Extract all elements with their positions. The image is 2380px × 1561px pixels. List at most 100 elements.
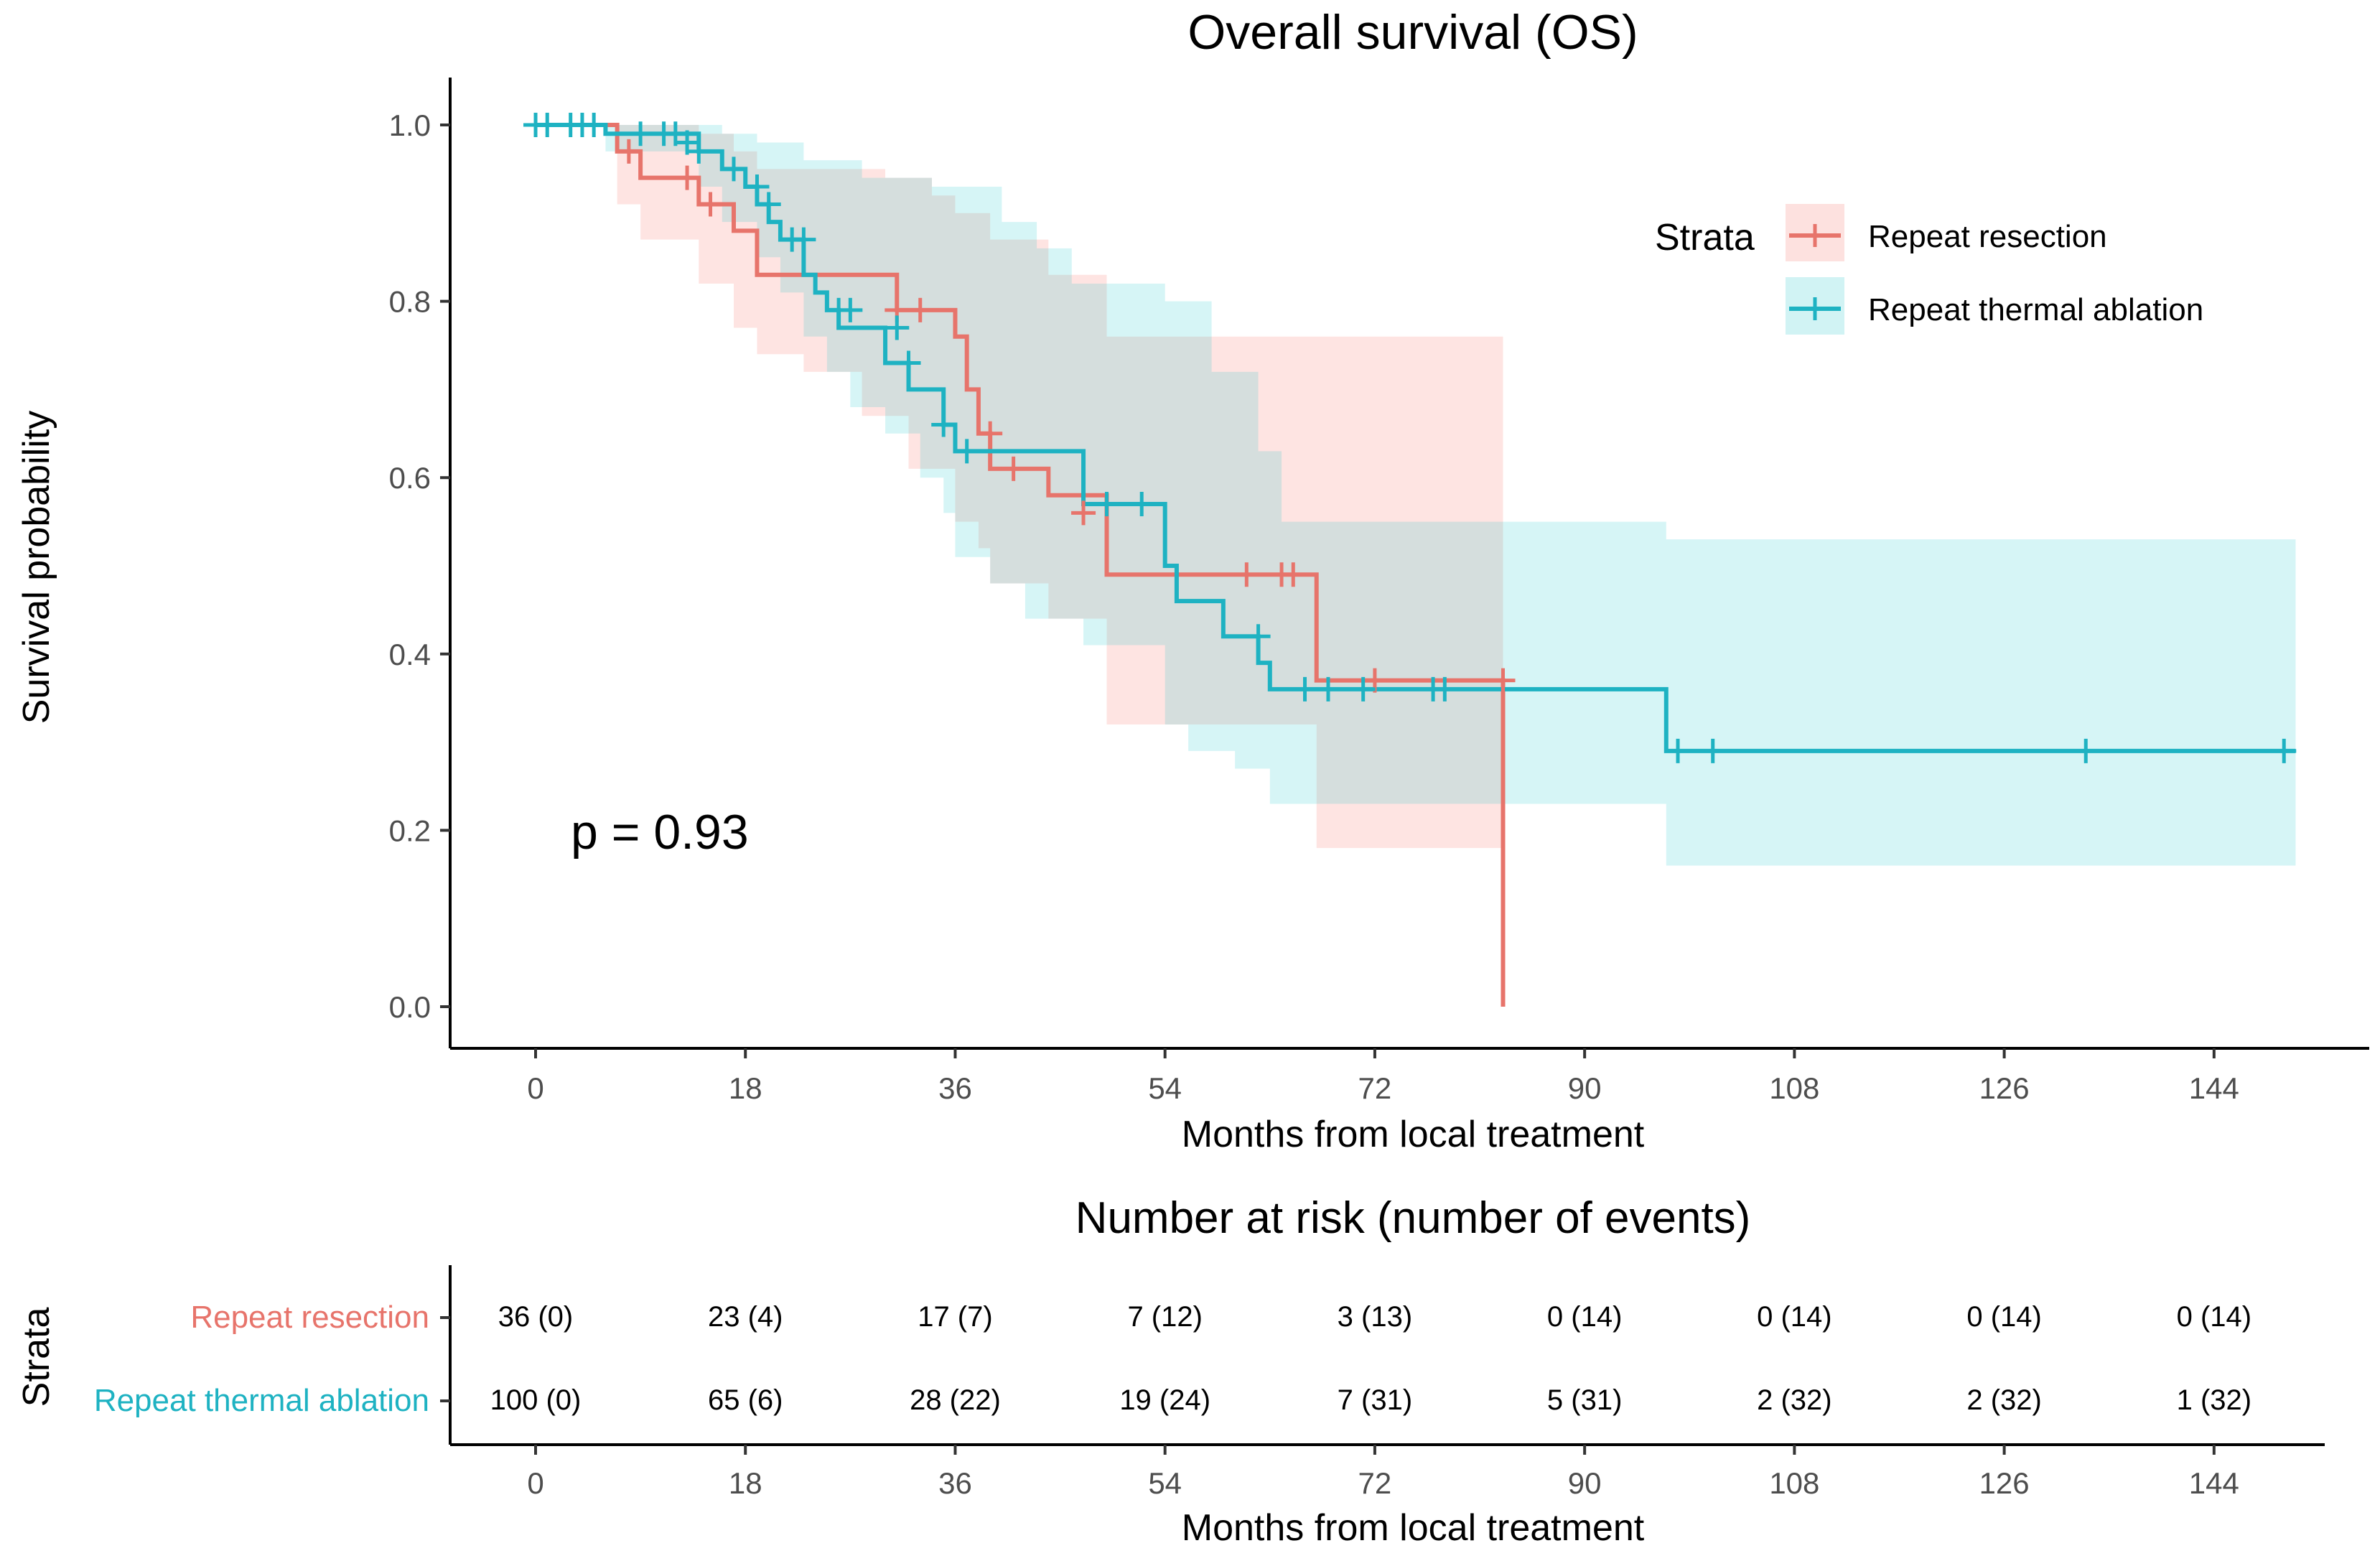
risk-cell: 28 (22) [910, 1384, 1001, 1416]
risk-x-tick-label: 144 [2189, 1466, 2239, 1500]
risk-cell: 23 (4) [708, 1301, 783, 1333]
censor-mark-resection [1071, 500, 1096, 526]
x-tick-label: 72 [1358, 1071, 1392, 1105]
risk-cells: 36 (0) 23 (4) 17 (7) 7 (12) 3 (13) 0 (14) 0 (1… [490, 1301, 2251, 1416]
y-tick-label: 0.2 [389, 814, 431, 847]
censor-mark-resection [1490, 668, 1516, 693]
censor-mark-ablation [1094, 492, 1119, 517]
y-tick-label: 0.0 [389, 990, 431, 1024]
legend-label-ablation: Repeat thermal ablation [1868, 292, 2203, 327]
censor-mark-ablation [1315, 676, 1340, 702]
risk-cell: 0 (14) [1547, 1301, 1623, 1333]
censor-mark-resection [698, 192, 723, 217]
censor-marks [523, 113, 2297, 763]
x-tick-label: 18 [729, 1071, 762, 1105]
confidence-band-resection [536, 125, 1503, 848]
censor-mark-resection [907, 297, 933, 322]
censor-mark-resection [616, 139, 641, 164]
x-tick-label: 126 [1979, 1071, 2030, 1105]
censor-mark-ablation [628, 121, 653, 146]
risk-x-tick-label: 72 [1358, 1466, 1392, 1500]
x-tick-label: 90 [1568, 1071, 1602, 1105]
censor-mark-ablation [791, 227, 816, 252]
risk-cell: 7 (12) [1127, 1301, 1203, 1333]
risk-cell: 2 (32) [1966, 1384, 2042, 1416]
y-tick-label: 1.0 [389, 108, 431, 142]
x-tick-label: 144 [2189, 1071, 2239, 1105]
risk-x-axis-label: Months from local treatment [1182, 1507, 1645, 1549]
censor-mark-ablation [745, 174, 770, 199]
risk-x-tick-label: 54 [1148, 1466, 1182, 1500]
censor-mark-ablation [954, 439, 979, 464]
y-axis-label: Survival probability [16, 411, 57, 724]
legend-title: Strata [1655, 217, 1755, 258]
censor-mark-ablation [1129, 492, 1154, 517]
risk-table-y-label: Strata [16, 1308, 57, 1407]
censor-mark-ablation [721, 157, 746, 182]
legend: Strata Repeat resection Repeat thermal a… [1655, 204, 2203, 335]
censor-mark-ablation [1700, 738, 1725, 763]
risk-cell: 5 (31) [1547, 1384, 1623, 1416]
censor-mark-ablation [1350, 676, 1376, 702]
censor-mark-ablation [1246, 624, 1271, 649]
risk-table-title: Number at risk (number of events) [1075, 1193, 1751, 1243]
risk-row-label-ablation: Repeat thermal ablation [94, 1383, 429, 1418]
risk-x-tick-label: 36 [938, 1466, 972, 1500]
censor-mark-ablation [2073, 738, 2099, 763]
main-axes: 0.0 0.2 0.4 0.6 0.8 1.0 0 18 36 54 72 90 108 126 144 [389, 78, 2369, 1105]
risk-x-tick-label: 126 [1979, 1466, 2030, 1500]
risk-x-tick-label: 90 [1568, 1466, 1602, 1500]
risk-cell: 65 (6) [708, 1384, 783, 1416]
censor-mark-ablation [582, 113, 607, 137]
risk-x-tick-label: 108 [1769, 1466, 1819, 1500]
risk-row-label-resection: Repeat resection [190, 1300, 429, 1335]
risk-x-tick-label: 18 [729, 1466, 762, 1500]
risk-cell: 36 (0) [498, 1301, 574, 1333]
censor-mark-ablation [756, 192, 781, 217]
x-tick-label: 0 [527, 1071, 543, 1105]
risk-cell: 0 (14) [2177, 1301, 2252, 1333]
censor-mark-resection [1234, 562, 1259, 587]
risk-cell: 3 (13) [1338, 1301, 1413, 1333]
censor-mark-resection [978, 421, 1003, 446]
y-tick-label: 0.4 [389, 638, 431, 671]
risk-cell: 0 (14) [1757, 1301, 1832, 1333]
censor-mark-ablation [686, 139, 711, 164]
censor-mark-ablation [1666, 738, 1691, 763]
chart-title: Overall survival (OS) [1187, 5, 1638, 60]
censor-mark-ablation [885, 315, 910, 340]
y-tick-label: 0.6 [389, 461, 431, 495]
censor-mark-ablation [838, 297, 863, 322]
risk-cell: 1 (32) [2177, 1384, 2252, 1416]
x-tick-label: 54 [1148, 1071, 1182, 1105]
legend-label-resection: Repeat resection [1868, 219, 2107, 254]
censor-mark-resection [1001, 456, 1026, 481]
censor-mark-ablation [2272, 738, 2297, 763]
confidence-bands [536, 125, 2296, 866]
risk-cell: 0 (14) [1966, 1301, 2042, 1333]
risk-cell: 100 (0) [490, 1384, 582, 1416]
censor-mark-ablation [1432, 676, 1457, 702]
censor-mark-ablation [931, 412, 956, 437]
confidence-band-ablation [536, 125, 2296, 866]
survival-curve-ablation [536, 123, 2296, 753]
x-tick-label: 108 [1769, 1071, 1819, 1105]
p-value-label: p = 0.93 [571, 805, 749, 859]
risk-table: Number at risk (number of events) Strata… [16, 1193, 2325, 1549]
censor-mark-ablation [896, 350, 921, 376]
risk-cell: 2 (32) [1757, 1384, 1832, 1416]
risk-cell: 7 (31) [1338, 1384, 1413, 1416]
risk-x-tick-label: 0 [527, 1466, 543, 1500]
censor-mark-resection [1281, 562, 1306, 587]
censor-mark-ablation [1292, 676, 1317, 702]
risk-cell: 19 (24) [1119, 1384, 1210, 1416]
x-tick-label: 36 [938, 1071, 972, 1105]
censor-mark-ablation [535, 113, 560, 137]
y-tick-label: 0.8 [389, 285, 431, 319]
censor-mark-resection [675, 165, 700, 190]
risk-axes: 0 18 36 54 72 90 108 126 144 [440, 1265, 2325, 1500]
risk-cell: 17 (7) [918, 1301, 993, 1333]
x-axis-label: Months from local treatment [1182, 1114, 1645, 1155]
